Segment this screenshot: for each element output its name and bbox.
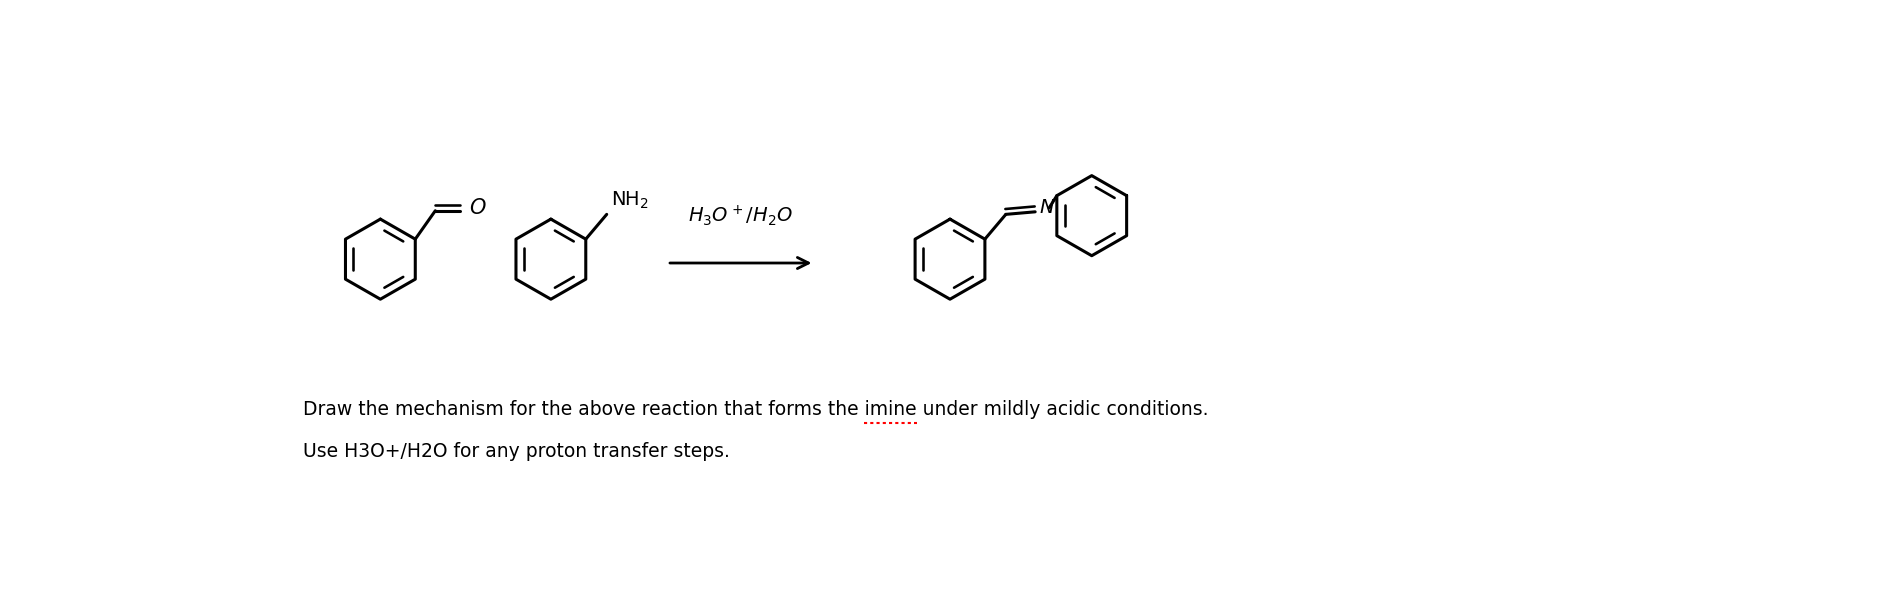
Text: Draw the mechanism for the above reaction that forms the imine under mildly acid: Draw the mechanism for the above reactio… [303,400,1208,419]
Text: NH$_2$: NH$_2$ [611,189,648,210]
Text: N: N [1039,198,1054,217]
Text: $H_3O^+/H_2O$: $H_3O^+/H_2O$ [688,204,793,228]
Text: O: O [470,198,485,219]
Text: Use H3O+/H2O for any proton transfer steps.: Use H3O+/H2O for any proton transfer ste… [303,442,730,461]
